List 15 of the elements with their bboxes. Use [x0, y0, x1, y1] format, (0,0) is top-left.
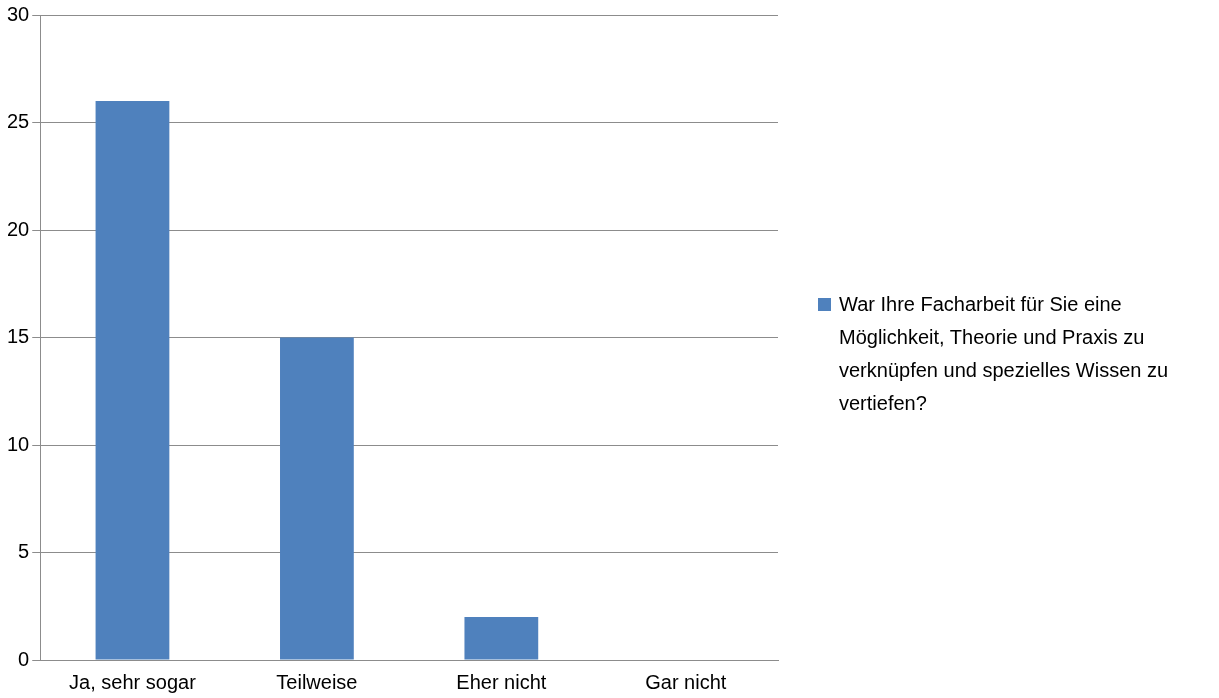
- bar: [280, 337, 354, 660]
- y-tick-label: 20: [7, 217, 30, 240]
- bar: [95, 101, 170, 660]
- x-tick-label: Eher nicht: [456, 670, 547, 693]
- y-tick-label: 30: [7, 2, 30, 25]
- y-tick-label: 10: [7, 432, 30, 455]
- x-tick-label: Ja, sehr sogar: [69, 670, 197, 693]
- legend-label: War Ihre Facharbeit für Sie eine Möglichkeit, Theorie und Praxis zu verknüpfen und spezielles Wissen zu vertiefen?: [839, 292, 1170, 416]
- y-tick-label: 5: [18, 540, 30, 563]
- bar: [464, 617, 539, 660]
- x-tick-label: Gar nicht: [645, 670, 727, 693]
- y-tick-label: 0: [18, 647, 30, 670]
- y-tick-label: 15: [7, 325, 30, 348]
- y-tick-label: 25: [7, 110, 30, 133]
- x-tick-label: Teilweise: [276, 670, 358, 693]
